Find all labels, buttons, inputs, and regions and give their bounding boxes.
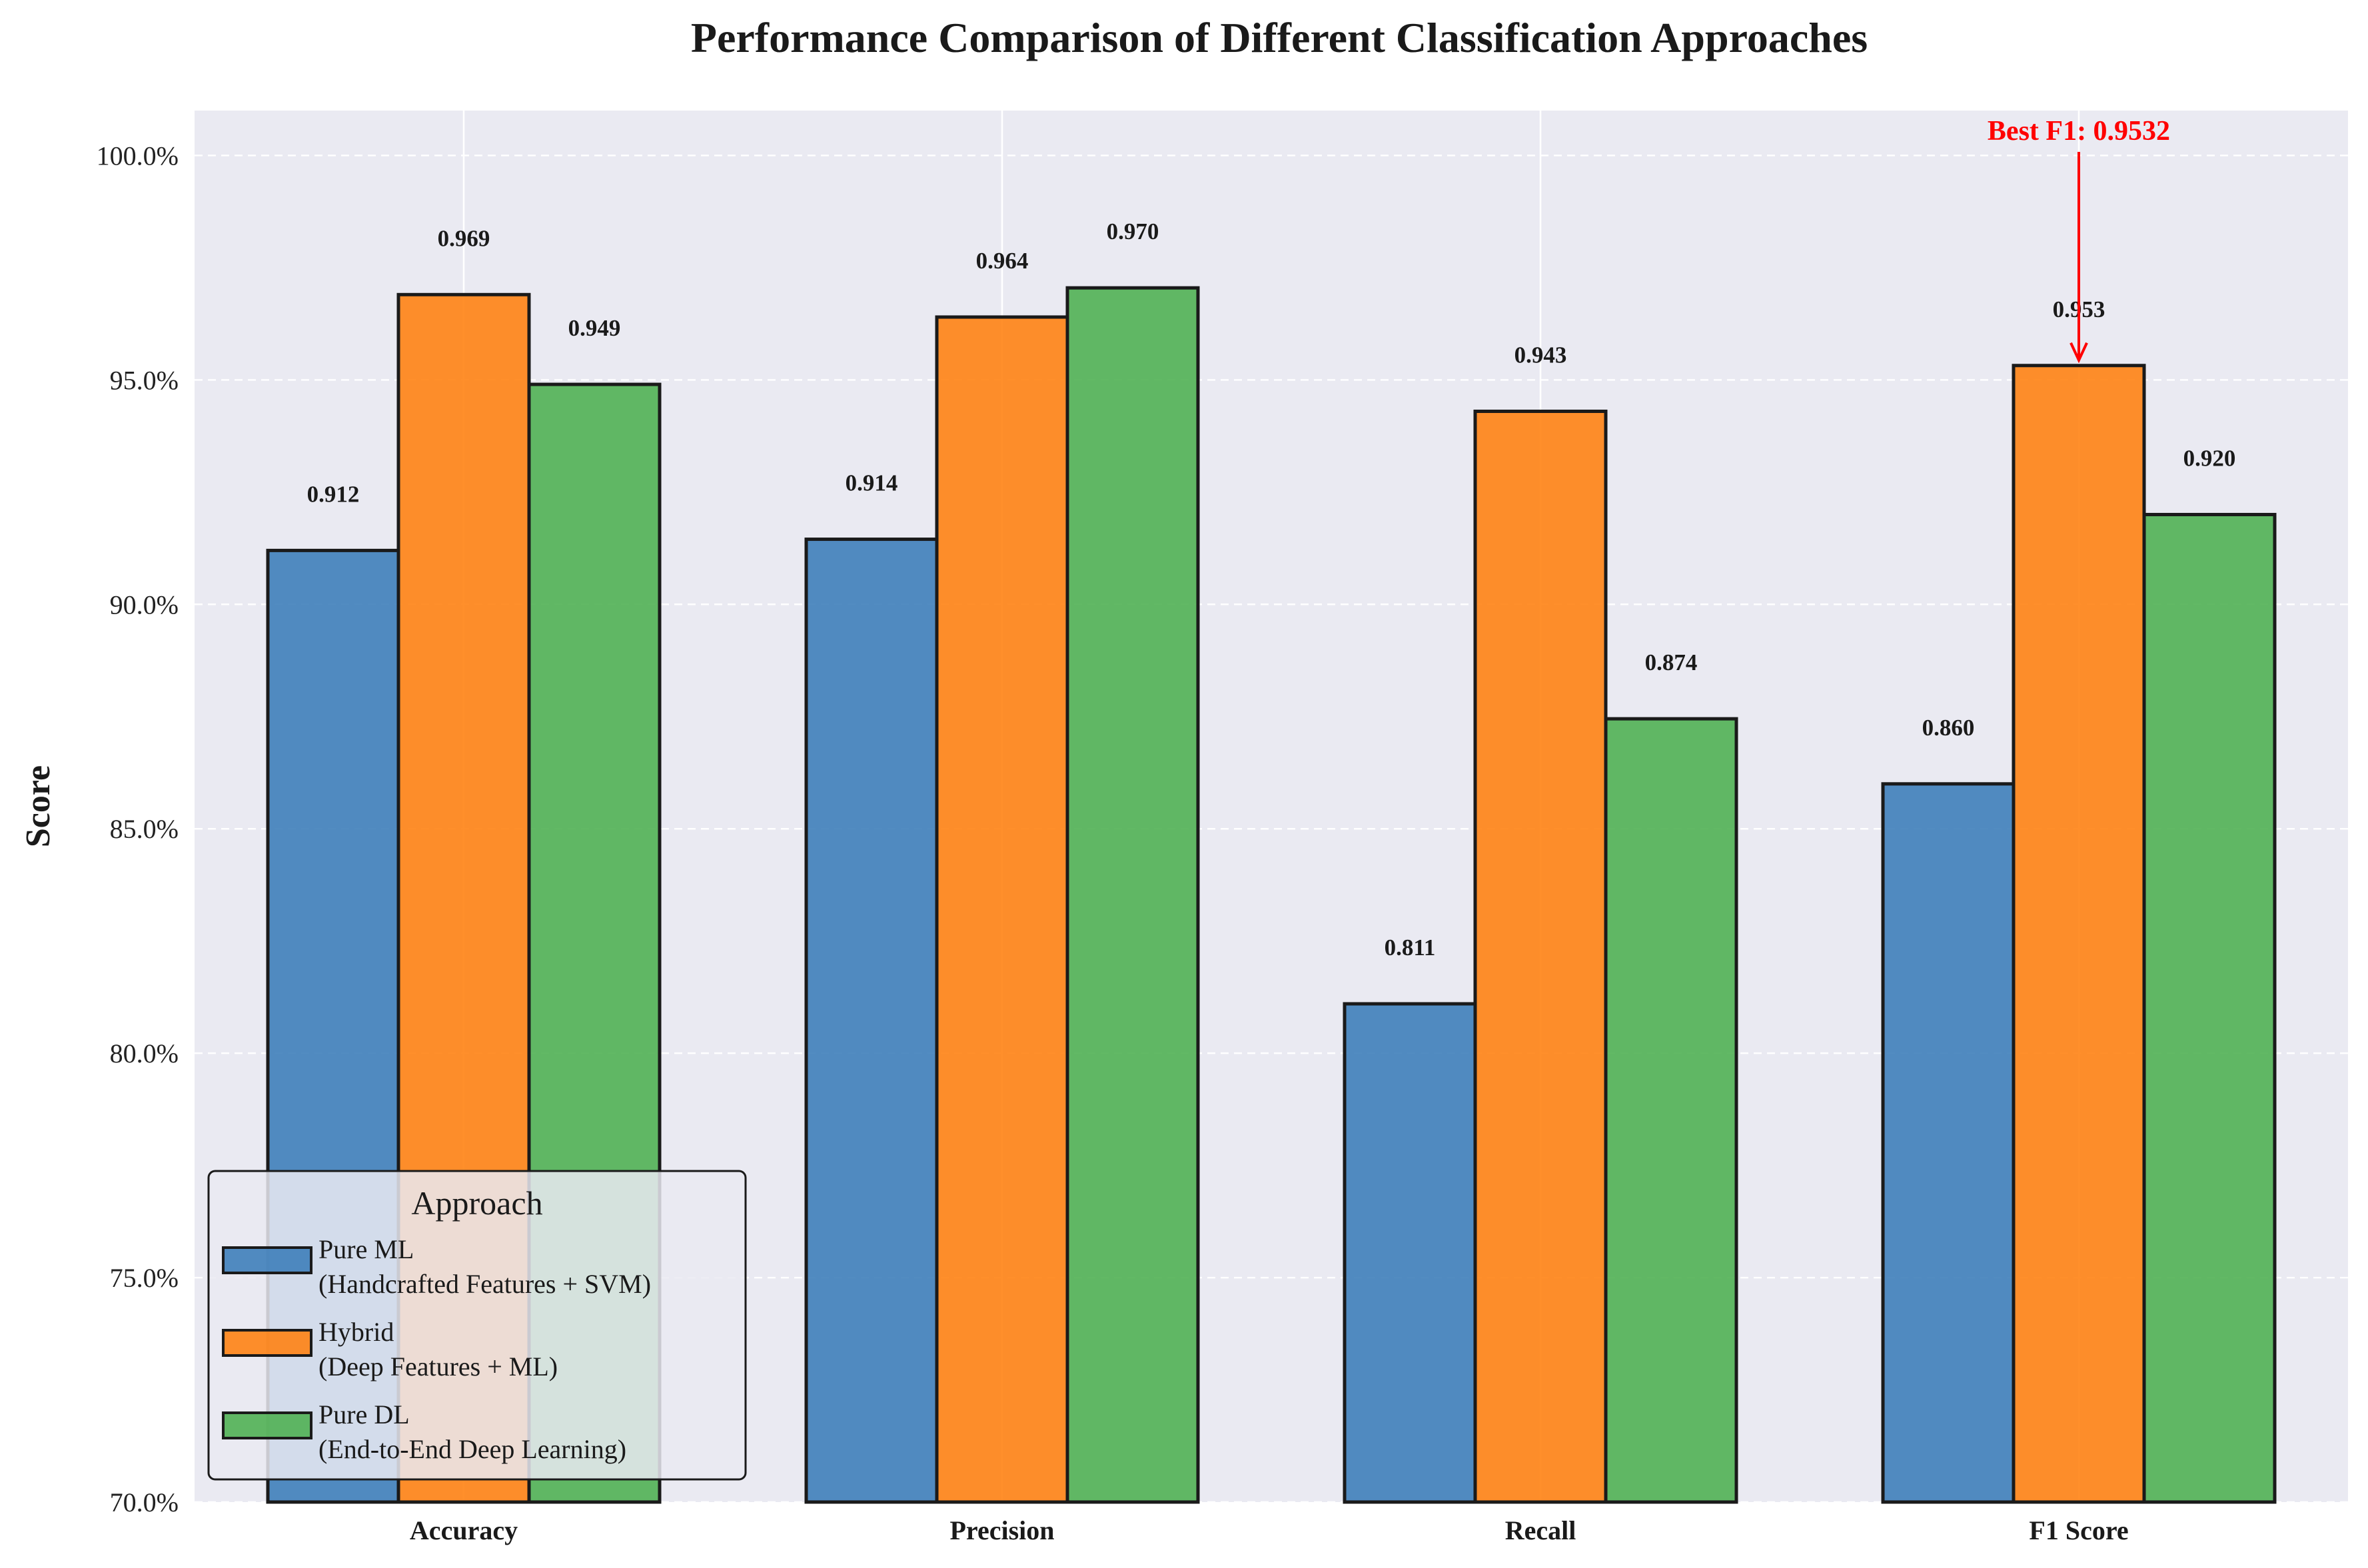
legend-swatch-series-2 — [222, 1329, 312, 1357]
x-tick-label: Precision — [949, 1515, 1054, 1545]
bar-recall-series-3 — [1604, 717, 1738, 1504]
legend-swatch-series-3 — [222, 1411, 312, 1439]
bars — [266, 286, 2277, 1504]
y-tick-label: 80.0% — [110, 1038, 179, 1068]
legend-label: (End-to-End Deep Learning) — [318, 1434, 626, 1464]
data-label: 0.949 — [568, 315, 621, 341]
data-label: 0.970 — [1107, 218, 1159, 244]
best-f1-annotation: Best F1: 0.9532 — [1988, 116, 2170, 364]
bar-precision-series-1 — [804, 538, 939, 1504]
bar-recall-series-2 — [1473, 409, 1608, 1504]
data-label: 0.811 — [1385, 935, 1436, 961]
bar-precision-series-3 — [1065, 286, 1200, 1504]
legend-label: Pure DL — [318, 1399, 410, 1429]
bar-precision-series-2 — [935, 315, 1069, 1504]
legend-label: Pure ML — [318, 1234, 414, 1264]
annotation-arrow-head — [2070, 342, 2088, 364]
legend-box — [207, 1170, 747, 1481]
legend-label: Hybrid — [318, 1317, 394, 1347]
y-tick-label: 70.0% — [110, 1487, 179, 1517]
y-tick-label: 85.0% — [110, 814, 179, 844]
y-tick-label: 75.0% — [110, 1263, 179, 1293]
bar-f1-score-series-3 — [2142, 512, 2277, 1504]
data-label: 0.969 — [438, 225, 490, 251]
y-tick-label: 90.0% — [110, 589, 179, 619]
bar-recall-series-1 — [1343, 1002, 1477, 1504]
data-label: 0.943 — [1514, 342, 1567, 368]
y-axis-label: Score — [19, 765, 57, 847]
data-label: 0.874 — [1645, 649, 1698, 675]
y-tick-label: 95.0% — [110, 365, 179, 395]
chart-title: Performance Comparison of Different Clas… — [691, 14, 1868, 61]
data-label: 0.912 — [307, 481, 360, 507]
data-label: 0.914 — [846, 470, 898, 496]
legend: Approach Pure ML (Handcrafted Features + S… — [207, 1170, 747, 1481]
legend-label: (Deep Features + ML) — [318, 1352, 558, 1381]
x-tick-label: Accuracy — [410, 1515, 518, 1545]
legend-label: (Handcrafted Features + SVM) — [318, 1269, 651, 1299]
x-tick-label: F1 Score — [2029, 1515, 2128, 1545]
data-label: 0.964 — [976, 248, 1029, 274]
data-label: 0.860 — [1922, 715, 1975, 741]
axes: 70.0% 75.0% 80.0% 85.0% 90.0% 95.0% 100.0% Accu… — [97, 141, 2129, 1545]
data-labels: 0.912 0.969 0.949 0.914 0.964 0.970 0.811 0.943… — [307, 218, 2236, 961]
legend-title: Approach — [411, 1184, 542, 1222]
bar-f1-score-series-1 — [1881, 782, 2016, 1504]
y-tick-label: 100.0% — [97, 141, 179, 171]
data-label: 0.920 — [2183, 445, 2236, 471]
legend-swatch-series-1 — [222, 1246, 312, 1274]
annotation-text: Best F1: 0.9532 — [1988, 116, 2170, 147]
x-tick-label: Recall — [1505, 1515, 1576, 1545]
bar-f1-score-series-2 — [2012, 364, 2146, 1504]
